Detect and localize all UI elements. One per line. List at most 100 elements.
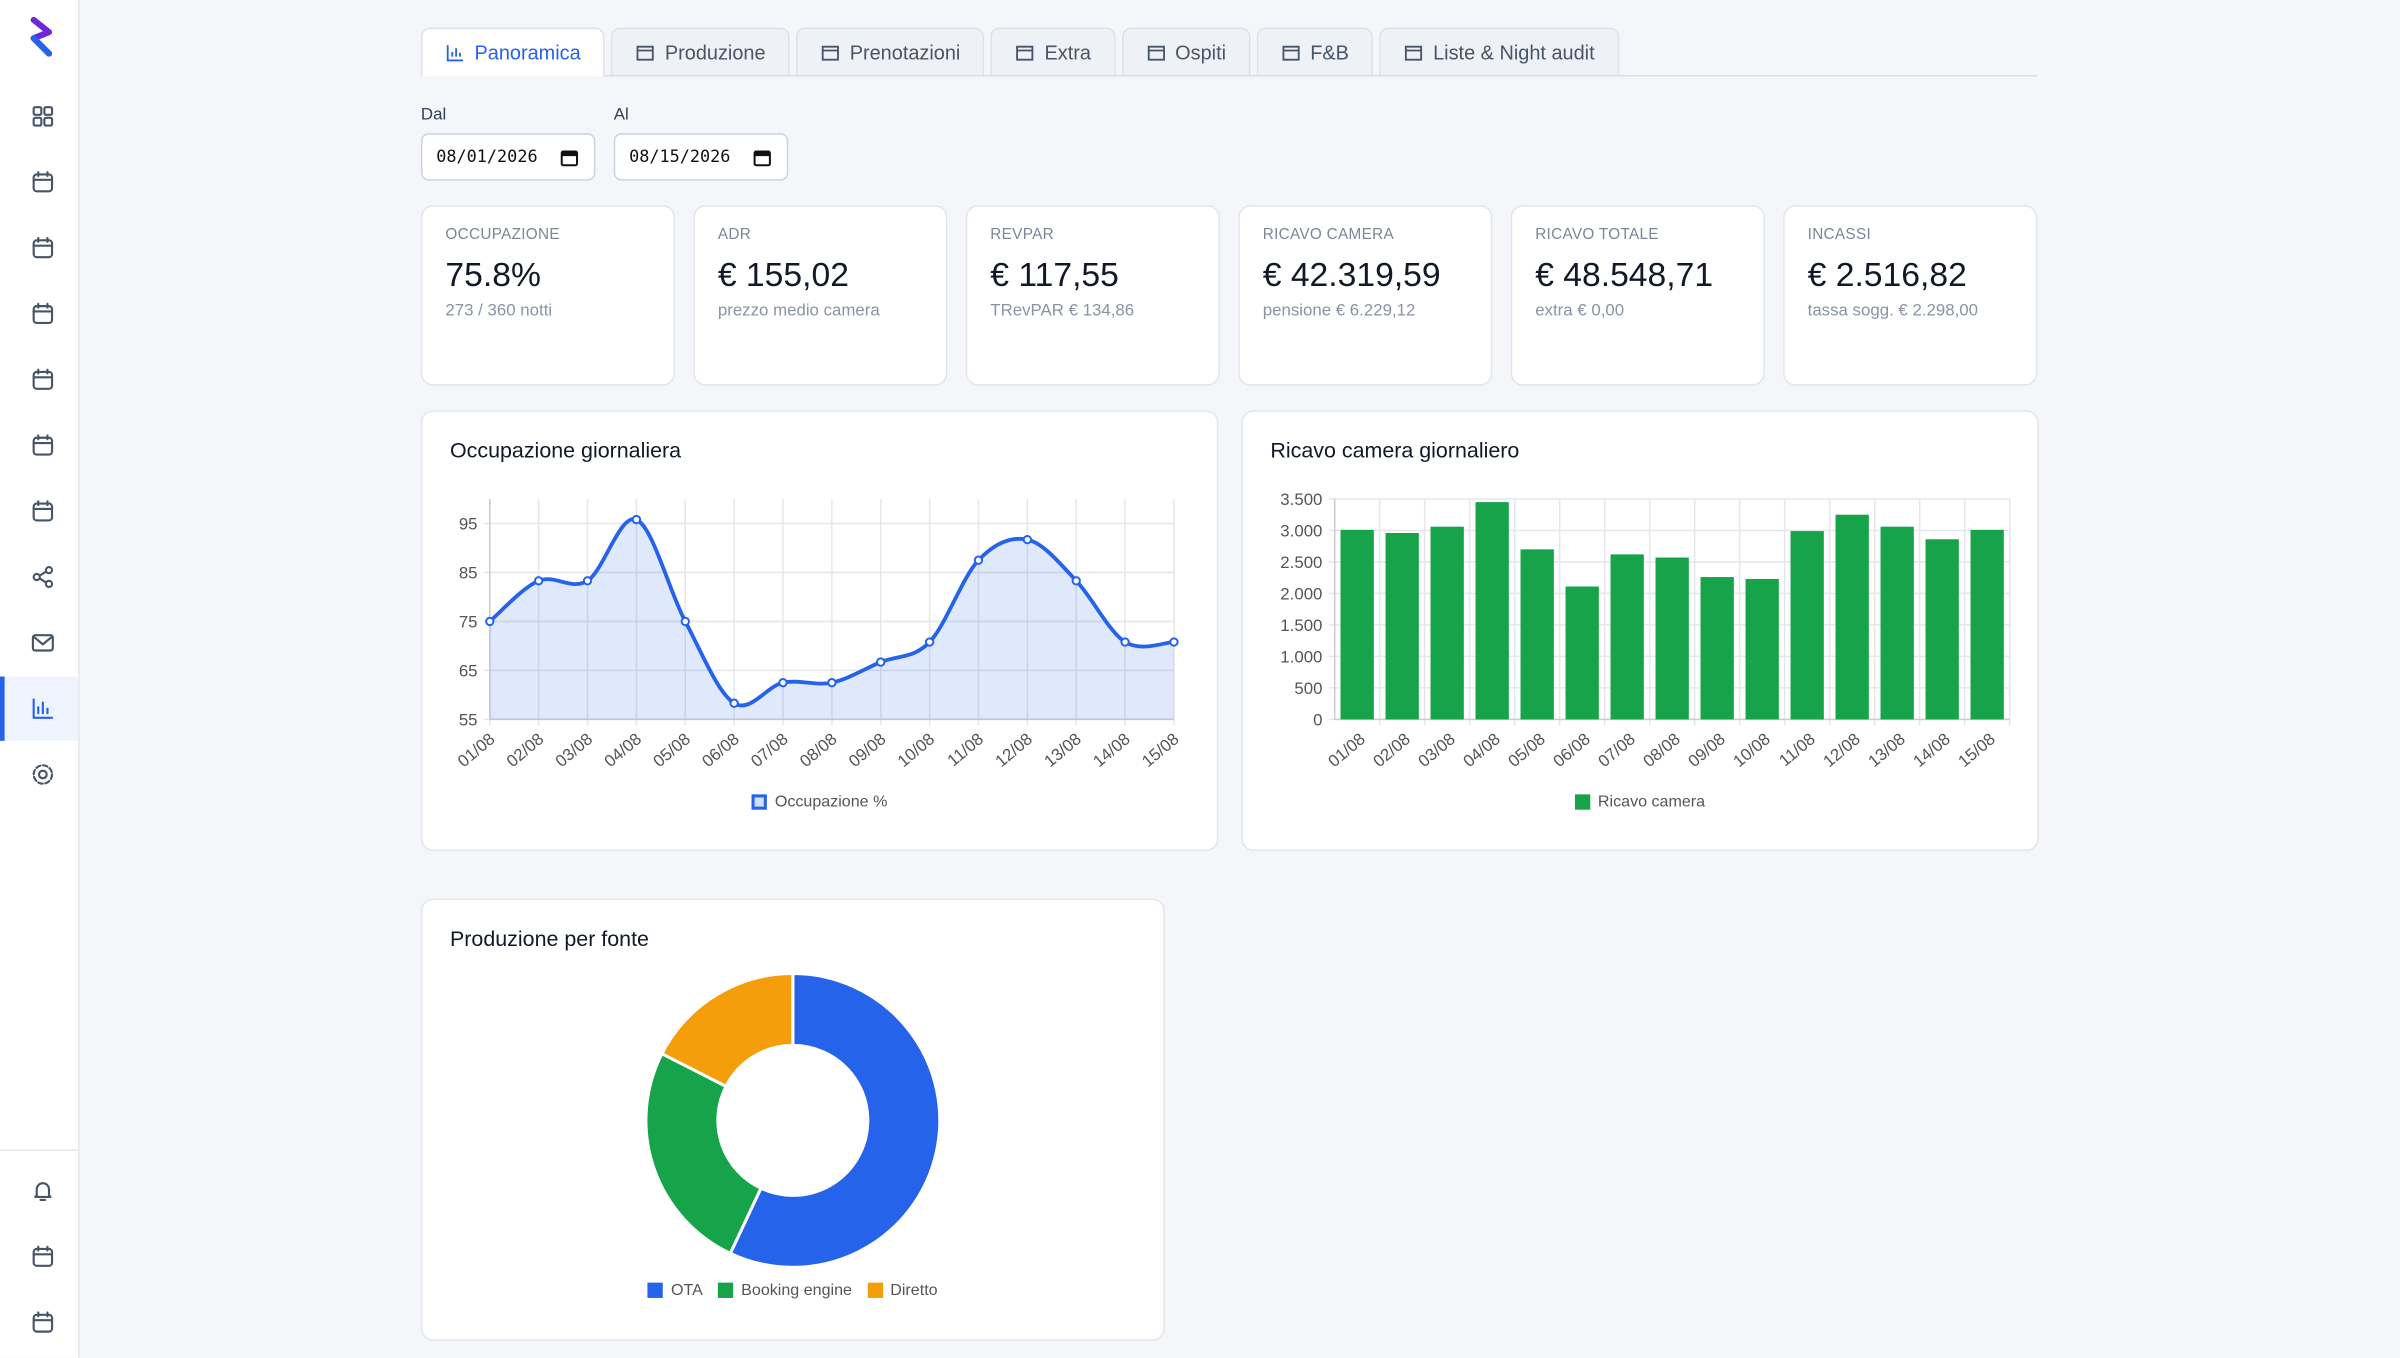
tab[interactable]: Prenotazioni <box>796 27 985 75</box>
icon-path <box>38 570 47 584</box>
nav-icon[interactable] <box>31 433 55 457</box>
x-tick-label: 07/08 <box>747 729 791 771</box>
nav-icon[interactable] <box>31 1244 55 1268</box>
kpi-label: ADR <box>717 226 752 244</box>
point <box>680 616 690 627</box>
tab-label: Panoramica <box>474 41 581 65</box>
x-tick-label: 11/08 <box>944 729 988 770</box>
legend-swatch <box>867 1282 883 1298</box>
nav-icon[interactable] <box>31 499 55 523</box>
tab[interactable]: Extra <box>990 27 1116 75</box>
bar <box>1610 554 1644 720</box>
legend-swatch <box>751 794 768 810</box>
legend: Occupazione % <box>422 793 1216 811</box>
tab-label: Produzione <box>664 40 766 64</box>
x-tick-label: 12/08 <box>992 729 1036 771</box>
tab[interactable]: Ospiti <box>1121 27 1251 75</box>
y-tick-label: 0 <box>1313 711 1322 730</box>
legend-label: Diretto <box>890 1281 938 1300</box>
kpi-card: OCCUPAZIONE 75.8% 273 / 360 notti <box>420 205 675 386</box>
nav-icon[interactable] <box>31 170 55 194</box>
icon-path <box>822 44 840 60</box>
icon-path <box>44 566 54 575</box>
icon-path <box>32 116 43 127</box>
kpi-card: RICAVO TOTALE € 48.548,71 extra € 0,00 <box>1510 205 1765 386</box>
point <box>973 555 984 565</box>
x-tick-label: 03/08 <box>552 729 596 771</box>
icon-path <box>32 764 54 785</box>
kpi-sub: pensione € 6.229,12 <box>1262 301 1416 320</box>
icon-path <box>32 635 54 646</box>
tab[interactable]: Panoramica <box>420 27 606 77</box>
kpi-value: € 42.319,59 <box>1262 255 1441 294</box>
x-tick-label: 04/08 <box>1459 729 1503 771</box>
date-input[interactable]: 08/01/2026 <box>420 133 596 181</box>
tab[interactable]: Liste & Night audit <box>1379 27 1620 75</box>
y-tick-label: 500 <box>1294 679 1322 698</box>
kpi-value: € 117,55 <box>990 255 1119 294</box>
kpi-value: € 2.516,82 <box>1807 255 1967 294</box>
nav-icon[interactable] <box>31 302 55 326</box>
legend-label: Occupazione % <box>774 792 888 812</box>
tab[interactable]: F&B <box>1256 27 1374 75</box>
x-tick-label: 15/08 <box>1954 729 1998 771</box>
nav-icon[interactable] <box>31 696 55 720</box>
kpi-value: € 155,02 <box>717 255 849 294</box>
line <box>488 517 1175 708</box>
icon-path <box>31 634 54 652</box>
area <box>489 518 1174 720</box>
donut-slice <box>728 971 942 1269</box>
x-tick-label: 13/08 <box>1864 729 1908 771</box>
x-tick-label: 11/08 <box>1775 729 1819 770</box>
icon-path <box>32 1311 54 1322</box>
nav-icon[interactable] <box>31 631 55 655</box>
icon-path <box>32 106 43 116</box>
icon-path <box>32 1247 54 1267</box>
x-tick-label: 09/08 <box>845 729 889 771</box>
chart-card: Ricavo camera giornaliero 0 500 1.000 1.500… <box>1241 410 2039 852</box>
icon-path <box>32 434 54 445</box>
icon-path <box>1016 44 1034 60</box>
y-tick-label: 1.000 <box>1280 648 1322 667</box>
x-tick-label: 02/08 <box>1369 729 1413 771</box>
nav-icon[interactable] <box>31 1179 55 1203</box>
legend-item: Ricavo camera <box>1574 793 1705 811</box>
x-tick-label: 02/08 <box>503 729 547 771</box>
point <box>1071 576 1081 586</box>
nav-icon[interactable] <box>31 762 55 786</box>
nav-icon[interactable] <box>31 367 55 391</box>
kpi-label: REVPAR <box>990 226 1054 244</box>
calendar-icon <box>560 150 579 167</box>
donut-slice <box>659 971 795 1089</box>
y-tick-label: 2.500 <box>1280 553 1322 572</box>
tab[interactable]: Produzione <box>611 27 791 75</box>
icon-path <box>32 698 54 719</box>
tab-bar: Panoramica Produzione Prenotazioni Extra Osp… <box>420 27 2038 77</box>
y-tick-label: 95 <box>459 515 478 534</box>
tab-icon <box>446 45 464 62</box>
nav-icon[interactable] <box>31 565 55 589</box>
y-tick-label: 55 <box>459 711 478 730</box>
legend-item: Diretto <box>867 1281 938 1300</box>
icon-path <box>32 1245 54 1256</box>
logo[interactable] <box>24 16 58 57</box>
legend-item: Occupazione % <box>751 792 888 812</box>
legend-item: OTA <box>648 1281 703 1299</box>
icon-path <box>32 370 54 390</box>
nav-icon[interactable] <box>31 1310 55 1334</box>
kpi-card: ADR € 155,02 prezzo medio camera <box>693 205 948 386</box>
tab-label: F&B <box>1310 40 1349 64</box>
bar <box>1880 526 1914 720</box>
point <box>827 677 837 688</box>
x-tick-label: 08/08 <box>796 729 840 771</box>
nav-icon[interactable] <box>31 236 55 260</box>
bar <box>1835 514 1869 720</box>
date-input[interactable]: 08/15/2026 <box>613 133 789 181</box>
nav-icon[interactable] <box>31 104 55 128</box>
bar <box>1520 549 1554 720</box>
label: Al <box>613 105 629 124</box>
x-tick-label: 09/08 <box>1684 729 1728 771</box>
calendar-icon <box>753 150 771 167</box>
